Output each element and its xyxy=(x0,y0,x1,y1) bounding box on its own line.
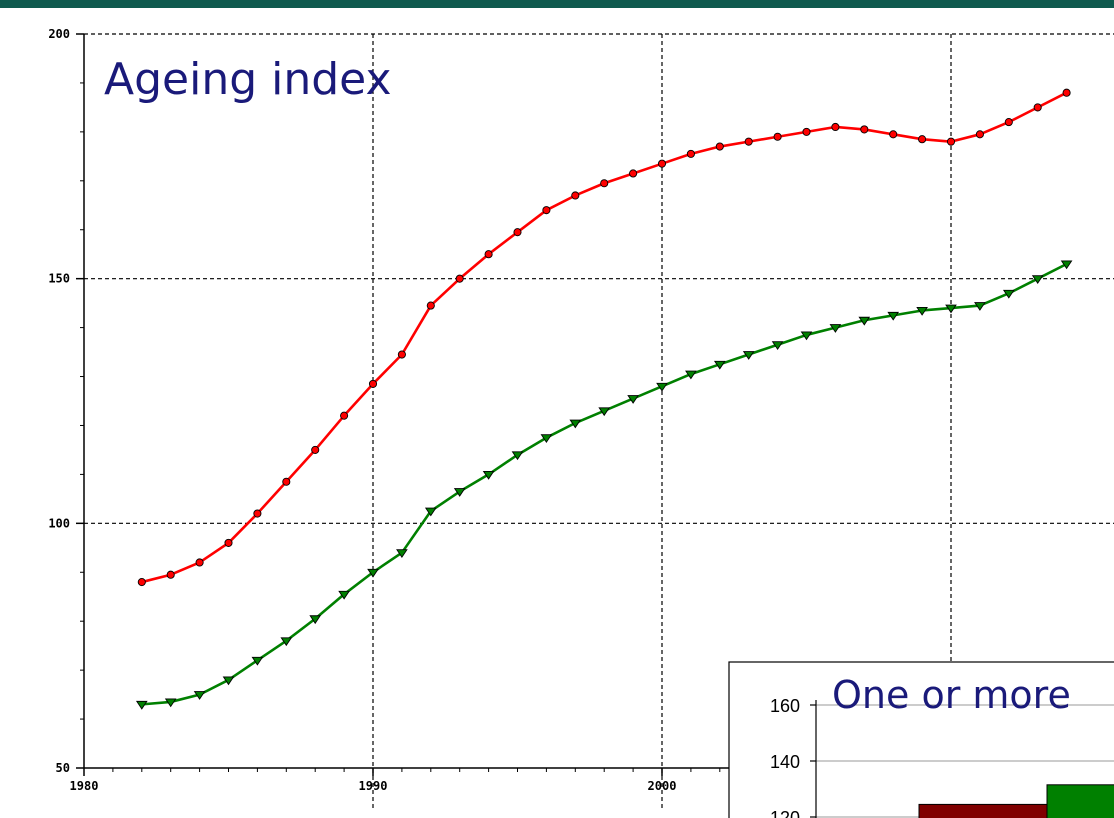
data-point-1 xyxy=(368,379,378,388)
data-point-1 xyxy=(224,538,233,547)
data-point-2 xyxy=(569,419,582,429)
data-point-1 xyxy=(773,132,782,141)
data-point-1 xyxy=(1004,118,1013,127)
data-point-2 xyxy=(135,700,148,710)
data-point-1 xyxy=(282,477,291,486)
x-tick-label: 1980 xyxy=(70,779,99,793)
data-point-2 xyxy=(1060,260,1073,270)
data-point-2 xyxy=(424,507,437,517)
data-point-2 xyxy=(656,382,668,392)
data-point-2 xyxy=(685,370,697,380)
data-point-2 xyxy=(829,324,842,333)
data-point-1 xyxy=(715,142,724,151)
data-point-1 xyxy=(600,179,609,188)
inset-chart: 120 140 160 One or more xyxy=(728,661,1114,818)
x-tick-label: 1990 xyxy=(359,779,388,793)
data-point-2 xyxy=(222,676,235,686)
series-layer xyxy=(135,88,1073,710)
data-point-1 xyxy=(513,228,522,237)
top-band xyxy=(0,0,1114,8)
data-point-1 xyxy=(311,445,320,454)
data-point-1 xyxy=(860,125,869,134)
series-line-1 xyxy=(141,91,1068,584)
inset-frame xyxy=(728,661,1114,818)
y-tick-label: 150 xyxy=(48,272,70,286)
data-point-1 xyxy=(975,130,984,139)
data-point-2 xyxy=(800,331,813,341)
data-point-2 xyxy=(858,316,871,326)
data-point-1 xyxy=(802,127,811,136)
data-point-2 xyxy=(280,637,293,647)
data-point-1 xyxy=(744,137,753,146)
data-point-2 xyxy=(309,615,322,625)
data-point-1 xyxy=(686,149,695,158)
data-point-2 xyxy=(887,311,900,321)
data-point-1 xyxy=(137,578,146,587)
inset-tick-labels: 120 140 160 xyxy=(770,696,800,818)
data-point-2 xyxy=(1002,289,1015,299)
chart-title: Ageing index xyxy=(104,54,392,105)
x-tick-label: 2000 xyxy=(648,779,677,793)
data-point-1 xyxy=(889,130,898,139)
data-point-1 xyxy=(629,169,638,178)
y-tick-label: 50 xyxy=(56,761,70,775)
data-point-2 xyxy=(974,302,986,311)
data-point-2 xyxy=(338,590,350,600)
data-point-2 xyxy=(251,656,264,666)
data-point-1 xyxy=(657,159,667,168)
data-point-2 xyxy=(193,691,206,700)
data-point-2 xyxy=(540,434,553,444)
data-point-1 xyxy=(455,274,464,283)
y-tick-label: 100 xyxy=(48,516,70,530)
data-point-1 xyxy=(166,570,175,579)
inset-y-tick-label: 160 xyxy=(770,696,800,716)
data-point-1 xyxy=(253,509,262,518)
data-point-1 xyxy=(340,411,349,420)
data-point-2 xyxy=(367,568,379,578)
data-point-1 xyxy=(1062,88,1071,97)
tick-labels: 50 100 150 200 1980 1990 2000 xyxy=(48,27,676,793)
data-point-1 xyxy=(918,135,927,144)
inset-y-tick-label: 140 xyxy=(770,752,800,772)
inset-bar-2 xyxy=(1046,784,1114,818)
data-point-2 xyxy=(511,451,524,461)
data-point-1 xyxy=(397,350,406,359)
data-point-2 xyxy=(771,341,784,351)
data-point-1 xyxy=(195,558,204,567)
inset-y-tick-label: 120 xyxy=(770,808,800,818)
data-point-2 xyxy=(598,407,611,417)
data-point-2 xyxy=(164,698,177,708)
data-point-1 xyxy=(426,301,435,310)
y-tick-label: 200 xyxy=(48,27,70,41)
data-point-1 xyxy=(571,191,580,200)
data-point-2 xyxy=(713,360,726,370)
data-point-2 xyxy=(396,549,408,559)
series-line-2 xyxy=(141,262,1068,706)
data-point-2 xyxy=(916,307,928,316)
data-point-1 xyxy=(946,137,956,146)
data-point-1 xyxy=(1033,103,1042,112)
inset-bar-1 xyxy=(918,803,1048,818)
data-point-2 xyxy=(482,470,495,480)
data-point-1 xyxy=(484,250,493,259)
inset-title: One or more xyxy=(832,673,1071,717)
data-point-2 xyxy=(1031,275,1044,284)
data-point-2 xyxy=(945,304,957,314)
grid-layer xyxy=(84,33,1114,808)
inset-bars xyxy=(918,784,1114,818)
data-point-1 xyxy=(831,122,840,132)
data-point-1 xyxy=(542,206,551,215)
data-point-2 xyxy=(453,488,466,497)
data-point-2 xyxy=(742,351,755,360)
data-point-2 xyxy=(627,395,639,404)
